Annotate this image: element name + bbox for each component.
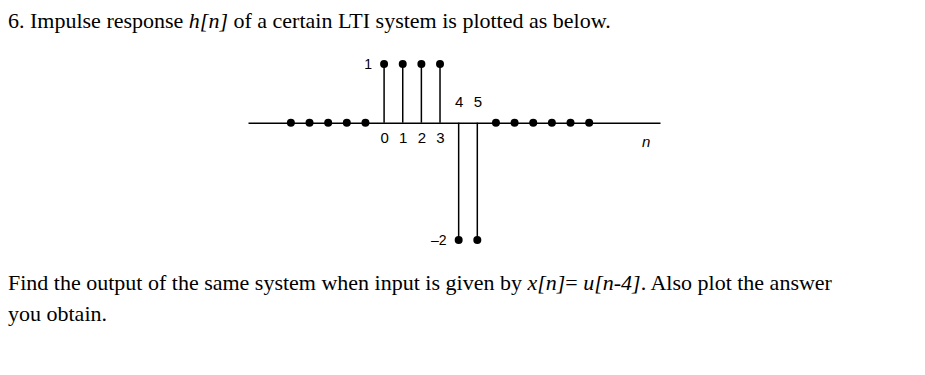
tick-label: –2 [431, 232, 447, 248]
stem-dot [399, 60, 407, 68]
stem-dot [361, 119, 369, 127]
stem-dot [492, 119, 500, 127]
stem-dot [436, 60, 444, 68]
tick-label: 5 [474, 93, 482, 110]
stem-dot [455, 236, 463, 244]
x-axis: 0123 45 [249, 93, 661, 146]
tick-label: 1 [399, 129, 407, 146]
stem-dot [511, 119, 519, 127]
tick-label: 4 [455, 93, 463, 110]
tick-label: 2 [418, 129, 426, 146]
stem-dot [324, 119, 332, 127]
stem [383, 64, 385, 123]
stem-dot [417, 60, 425, 68]
axis-title: n [642, 133, 650, 150]
tick: 3 [436, 123, 444, 147]
text-line: you obtain. [8, 301, 107, 326]
stem-dot [343, 119, 351, 127]
stem-dot [529, 119, 537, 127]
math-text: u[n-4] [583, 270, 640, 295]
stem [458, 123, 460, 240]
text: = [565, 270, 583, 295]
tick: 2 [418, 123, 426, 147]
text: you obtain. [8, 301, 107, 326]
stem [402, 64, 404, 123]
text-line: Find the output of the same system when … [8, 270, 833, 295]
stem [439, 64, 441, 123]
text: of a certain LTI system is plotted as be… [228, 8, 611, 33]
tick: 1 [399, 123, 407, 147]
stem-dot [473, 236, 481, 244]
tick-label: 3 [436, 129, 444, 146]
page: 6. Impulse response h[n] of a certain LT… [0, 0, 925, 375]
plot-area [287, 60, 593, 244]
stem-dot [306, 119, 314, 127]
tick-label: 1 [364, 56, 372, 72]
text: 6. Impulse response [8, 8, 189, 33]
stem-dot [585, 119, 593, 127]
stem-dot [287, 119, 295, 127]
math-text: x[n] [526, 270, 565, 295]
stem-dot [380, 60, 388, 68]
stem [477, 123, 479, 240]
tick: 5 [474, 93, 482, 122]
text-line: 6. Impulse response h[n] of a certain LT… [8, 8, 611, 33]
tick: 4 [455, 93, 463, 122]
text: . Also plot the answer [641, 270, 833, 295]
stem-dot [567, 119, 575, 127]
tick: 0 [380, 123, 388, 147]
tick-label: 0 [380, 129, 388, 146]
text: Find the output of the same system when … [8, 270, 527, 295]
math-text: h[n] [189, 8, 228, 33]
stem [421, 64, 423, 123]
stem-dot [548, 119, 556, 127]
